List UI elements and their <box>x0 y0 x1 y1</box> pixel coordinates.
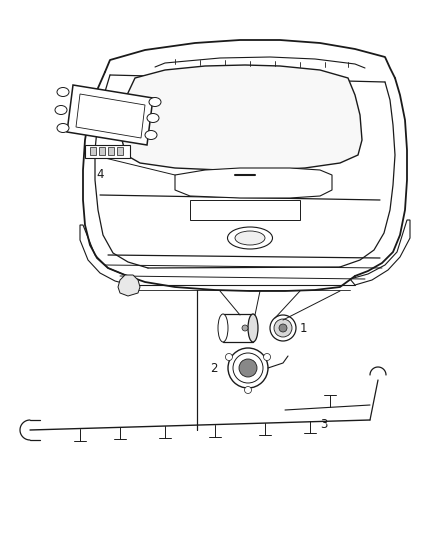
Text: 3: 3 <box>320 418 327 432</box>
Polygon shape <box>223 314 253 342</box>
Ellipse shape <box>242 325 248 331</box>
Polygon shape <box>80 225 138 285</box>
Bar <box>90 147 96 155</box>
Ellipse shape <box>226 353 233 360</box>
Polygon shape <box>175 168 332 198</box>
Bar <box>117 147 123 155</box>
Ellipse shape <box>228 348 268 388</box>
Ellipse shape <box>244 386 251 393</box>
Ellipse shape <box>270 315 296 341</box>
Ellipse shape <box>57 87 69 96</box>
Ellipse shape <box>274 319 292 337</box>
Text: 1: 1 <box>300 321 307 335</box>
Ellipse shape <box>279 324 287 332</box>
Polygon shape <box>190 200 300 220</box>
Bar <box>99 147 105 155</box>
Ellipse shape <box>149 98 161 107</box>
Ellipse shape <box>248 314 258 342</box>
Polygon shape <box>67 85 153 145</box>
Ellipse shape <box>235 231 265 245</box>
Ellipse shape <box>55 106 67 115</box>
Ellipse shape <box>227 227 272 249</box>
Ellipse shape <box>239 359 257 377</box>
Ellipse shape <box>57 124 69 133</box>
Text: 4: 4 <box>96 168 104 182</box>
Ellipse shape <box>145 131 157 140</box>
Ellipse shape <box>218 314 228 342</box>
Polygon shape <box>76 94 145 138</box>
Polygon shape <box>122 65 362 170</box>
Polygon shape <box>118 275 140 296</box>
Ellipse shape <box>147 114 159 123</box>
Text: 2: 2 <box>210 361 218 375</box>
Ellipse shape <box>264 353 271 360</box>
Ellipse shape <box>233 353 263 383</box>
Bar <box>108 147 114 155</box>
Polygon shape <box>85 145 130 158</box>
Polygon shape <box>350 220 410 285</box>
